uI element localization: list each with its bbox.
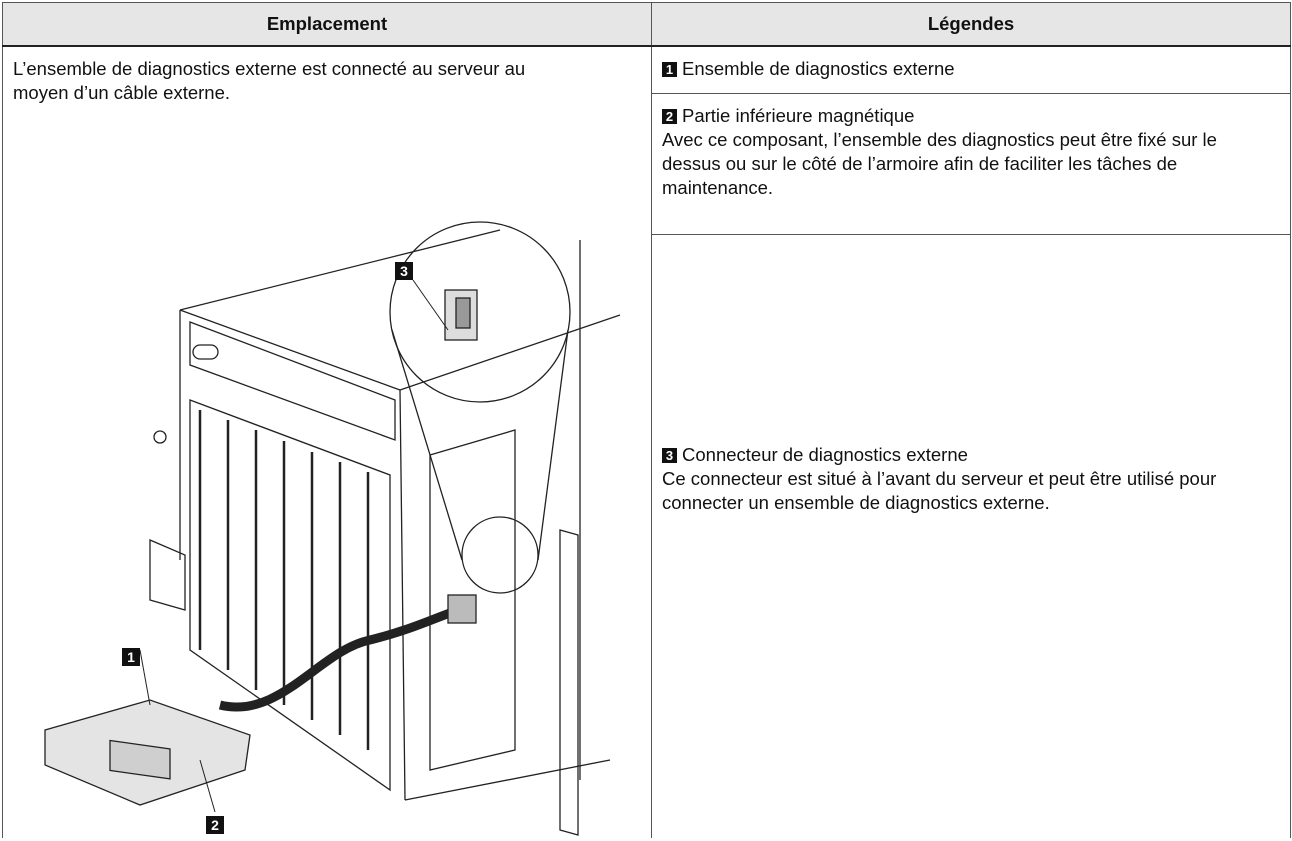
server [149, 229, 621, 836]
callouts: 1 2 3 [122, 262, 413, 834]
zoom [389, 221, 571, 594]
legend-title: Partie inférieure magnétique [682, 104, 915, 126]
illustration: 1 2 3 [44, 221, 621, 836]
legend-description: Avec ce composant, l’ensemble des diagno… [662, 128, 1217, 198]
legend-title: Ensemble de diagnostics externe [682, 58, 955, 79]
callout: 2 [211, 817, 219, 833]
location-text: L’ensemble de diagnostics externe est co… [13, 58, 526, 103]
legend-title: Connecteur de diagnostics externe [682, 444, 968, 466]
badge: 1 [662, 62, 677, 77]
column-header: Légendes [651, 2, 1291, 47]
callout-box [122, 648, 140, 666]
callout-box [395, 262, 413, 280]
cable [218, 279, 477, 712]
callout-box [206, 816, 224, 834]
badge: 3 [662, 448, 677, 464]
column-header: Emplacement [2, 2, 652, 47]
diagnostics-device [44, 649, 251, 813]
legend-description: Ce connecteur est situé à l’avant du ser… [662, 468, 1217, 514]
callout: 3 [400, 263, 408, 279]
callout: 1 [127, 649, 135, 665]
badge: 2 [662, 108, 677, 124]
